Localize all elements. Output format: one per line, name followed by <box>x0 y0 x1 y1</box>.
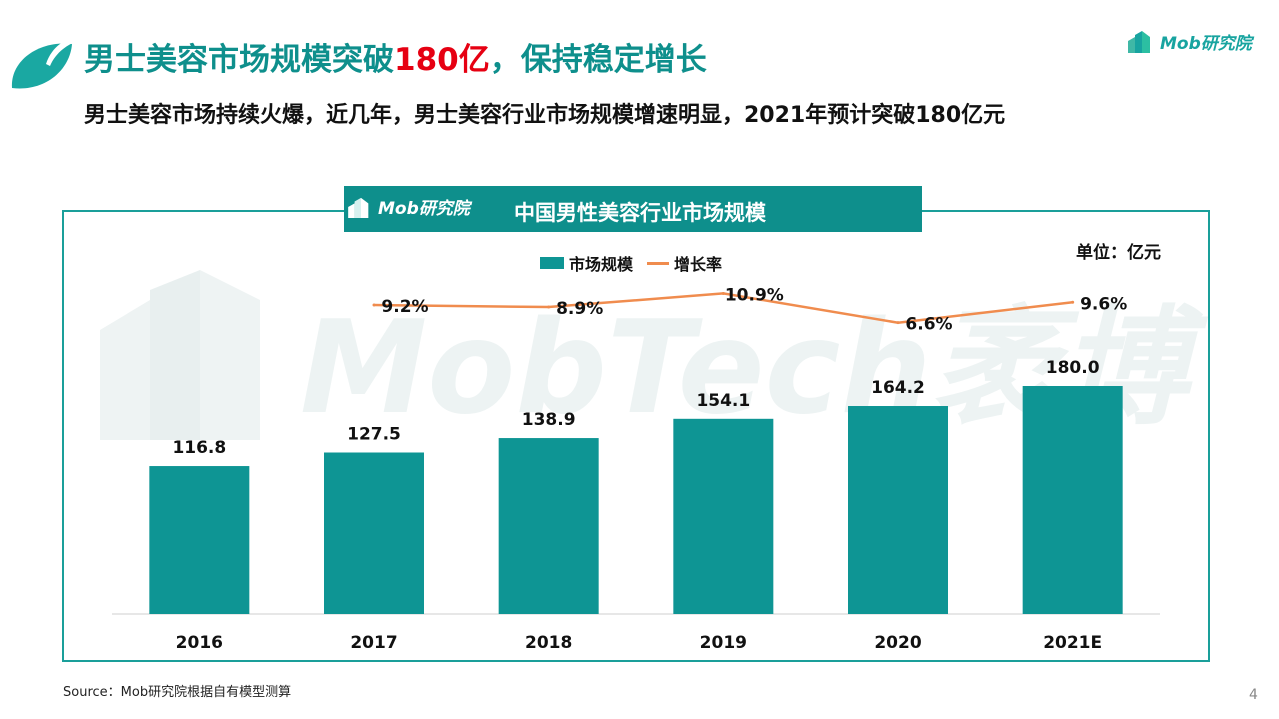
x-tick-label: 2018 <box>525 633 572 653</box>
legend-label-bar: 市场规模 <box>569 255 634 274</box>
x-tick-label: 2017 <box>350 633 397 653</box>
building-logo-icon <box>1128 31 1150 53</box>
bar-2019 <box>673 418 774 614</box>
growth-rate-line <box>373 292 1073 324</box>
growth-rate-point <box>1071 300 1075 304</box>
chart-legend: 市场规模 增长率 <box>540 251 722 275</box>
page-title-highlight: 180亿 <box>394 42 490 78</box>
growth-rate-point <box>896 321 900 325</box>
x-tick-label: 2021E <box>1043 633 1102 653</box>
banner-brand: Mob研究院 <box>348 194 470 219</box>
legend-swatch-line <box>647 261 670 265</box>
growth-rate-label: 9.2% <box>381 297 428 317</box>
x-tick-label: 2016 <box>176 633 223 653</box>
page-title-main: 男士美容市场规模突破 <box>84 42 394 78</box>
building-logo-icon <box>348 197 369 218</box>
growth-rate-point <box>721 291 725 295</box>
bar-value-label: 127.5 <box>347 425 401 445</box>
chart-title: 中国男性美容行业市场规模 <box>514 201 766 225</box>
banner-brand-text: Mob研究院 <box>378 199 470 219</box>
source-note: Source：Mob研究院根据自有模型测算 <box>63 685 292 700</box>
growth-rate-label: 10.9% <box>725 285 784 305</box>
page-title: 男士美容市场规模突破180亿，保持稳定增长 <box>84 34 707 79</box>
growth-rate-point <box>372 303 376 307</box>
bar-value-label: 154.1 <box>696 391 750 411</box>
chart-banner: Mob研究院 中国男性美容行业市场规模 <box>344 186 922 232</box>
growth-rate-point <box>547 305 551 309</box>
bar-2018 <box>498 438 599 614</box>
page-title-tail: ，保持稳定增长 <box>489 42 707 78</box>
brand-logo: Mob研究院 <box>1128 26 1252 56</box>
growth-rate-label: 8.9% <box>556 299 603 319</box>
x-tick-label: 2019 <box>700 633 747 653</box>
legend-swatch-bar <box>540 257 564 269</box>
corner-leaf-decoration <box>11 36 80 89</box>
bar-value-label: 116.8 <box>172 438 226 458</box>
bar-2020 <box>848 406 948 614</box>
growth-rate-label: 6.6% <box>905 315 952 335</box>
bar-value-label: 138.9 <box>522 410 576 430</box>
growth-rate-label: 9.6% <box>1080 294 1127 314</box>
bar-value-label: 180.0 <box>1046 358 1100 378</box>
page-number: 4 <box>1249 687 1258 703</box>
legend-label-line: 增长率 <box>674 255 723 274</box>
page-subtitle: 男士美容市场持续火爆，近几年，男士美容行业市场规模增速明显，2021年预计突破1… <box>84 103 1006 128</box>
x-tick-label: 2020 <box>874 633 921 653</box>
bar-value-label: 164.2 <box>871 378 925 398</box>
bar-2016 <box>149 466 250 614</box>
brand-logo-text: Mob研究院 <box>1160 33 1252 54</box>
bar-2017 <box>324 452 424 614</box>
unit-label: 单位：亿元 <box>1076 243 1161 263</box>
bar-2021E <box>1022 386 1123 614</box>
